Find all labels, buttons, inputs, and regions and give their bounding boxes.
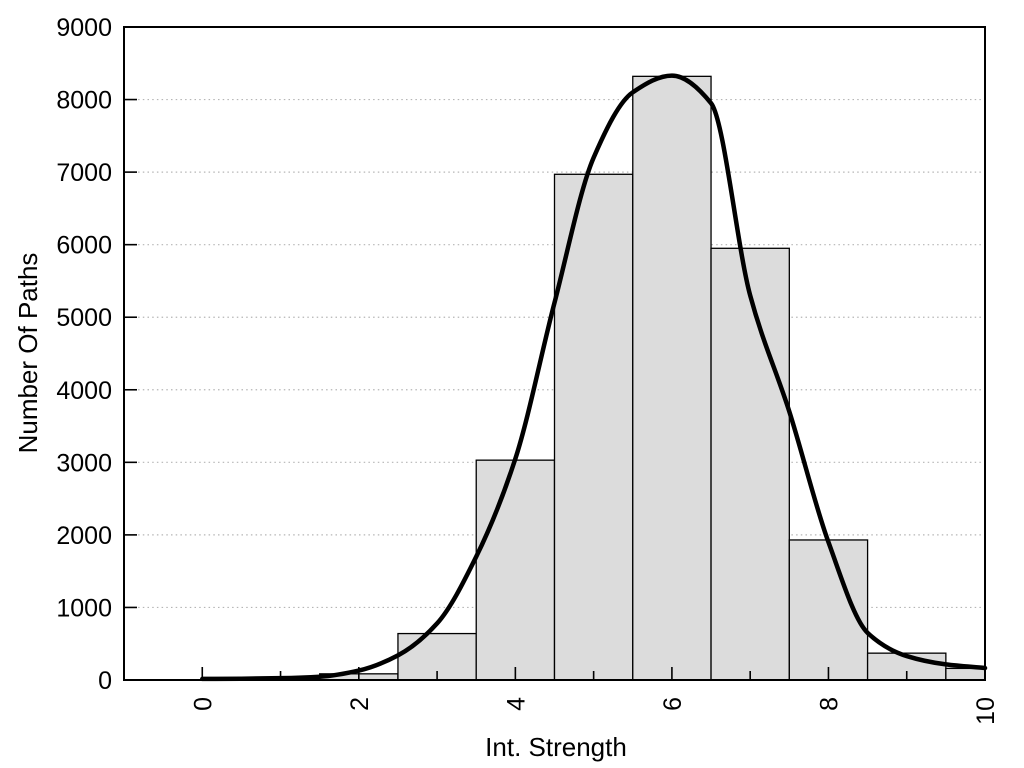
y-tick-label: 2000 xyxy=(56,522,112,550)
y-axis-title: Number Of Paths xyxy=(13,253,43,454)
y-tick-label: 8000 xyxy=(56,87,112,115)
y-tick-label: 7000 xyxy=(56,159,112,187)
y-tick-label: 0 xyxy=(98,667,112,695)
y-axis-ticks xyxy=(124,26,137,681)
histogram-bar xyxy=(475,459,556,681)
density-curve xyxy=(200,73,988,682)
y-tick-label: 3000 xyxy=(56,449,112,477)
x-tick-label: 4 xyxy=(502,697,530,711)
histogram-bar xyxy=(710,247,790,681)
y-tick-label: 5000 xyxy=(56,304,112,332)
x-tick-label: 2 xyxy=(346,697,374,711)
y-tick-label: 1000 xyxy=(56,594,112,622)
x-tick-label: 0 xyxy=(189,697,217,711)
x-axis-ticks xyxy=(201,667,986,680)
x-tick-labels: 0 2 4 6 8 10 xyxy=(189,697,1000,725)
x-tick-label: 8 xyxy=(815,697,843,711)
histogram-bar xyxy=(945,667,986,681)
plot-border xyxy=(123,26,986,681)
histogram-bars xyxy=(319,75,986,681)
x-tick-label: 6 xyxy=(659,697,687,711)
x-axis-title: Int. Strength xyxy=(485,732,627,762)
y-tick-label: 9000 xyxy=(56,14,112,42)
y-tick-label: 4000 xyxy=(56,377,112,405)
y-tick-labels: 0 1000 2000 3000 4000 5000 6000 7000 8000 9000 xyxy=(56,14,112,695)
histogram-bar xyxy=(632,75,712,681)
x-tick-label: 10 xyxy=(972,697,1000,725)
y-tick-label: 6000 xyxy=(56,232,112,260)
density-curve-group xyxy=(200,73,988,682)
